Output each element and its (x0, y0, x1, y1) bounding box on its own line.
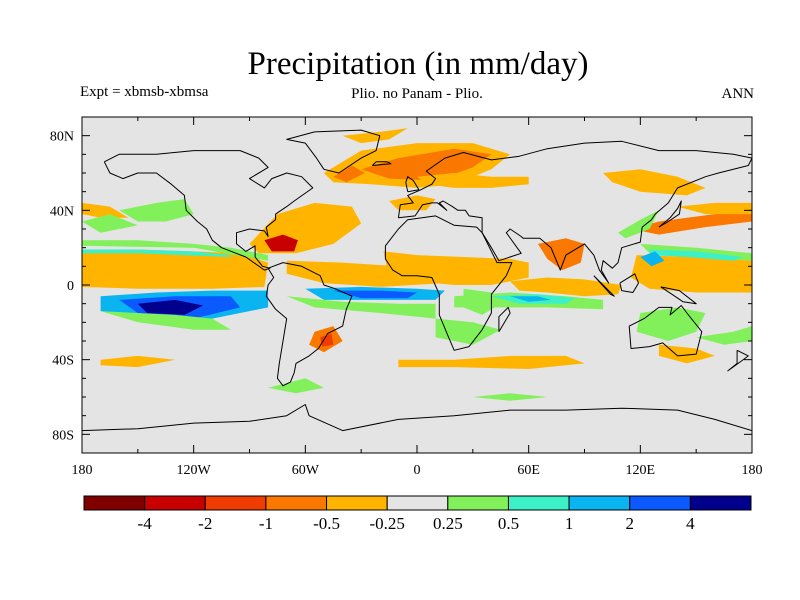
field-atlantic-wet-south-blue (333, 290, 417, 299)
colorbar-label: 2 (625, 514, 634, 533)
colorbar-label: -0.25 (369, 514, 404, 533)
field-caribbean-drying (264, 234, 298, 252)
coastline-north-america (103, 150, 314, 271)
colorbar-swatch (144, 495, 206, 511)
colorbar-swatch (507, 495, 570, 511)
field-indian-ocean-blue (510, 296, 551, 302)
field-east-asia-green (618, 210, 659, 239)
field-south-pacific-green-east (696, 326, 752, 345)
field-phil-sea-blue (640, 251, 665, 267)
field-pacific-cyan-band (82, 249, 231, 257)
field-indian-ocean-orange (510, 277, 622, 297)
field-north-pacific-orange-east (82, 202, 129, 218)
field-arctic-orange (342, 128, 408, 144)
coastline-antarctica (82, 404, 752, 432)
lat-tick-label: 40S (52, 354, 74, 369)
experiment-label: Expt = xbmsb-xbmsa (80, 84, 209, 100)
coastline-sumatra (593, 275, 615, 297)
lat-tick-label: 80N (50, 130, 74, 145)
coastline-africa (384, 215, 513, 351)
field-australia-green (636, 307, 706, 341)
field-south-america-orange-core (320, 333, 334, 347)
colorbar-label: 1 (565, 514, 574, 533)
colorbar-swatch (204, 495, 267, 511)
field-north-pacific-orange (677, 202, 752, 215)
colorbar-label: -4 (138, 514, 153, 533)
coastline-greenland (286, 129, 381, 174)
coastline-south-america (265, 262, 353, 387)
colorbar-label: -1 (259, 514, 273, 533)
field-southern-ocean-green (472, 393, 548, 401)
field-pacific-itcz-edge (82, 249, 269, 289)
coastline-eurasia (397, 140, 752, 284)
field-southern-ocean-orange (398, 355, 585, 369)
colorbar-swatch (689, 495, 752, 511)
coastline-new-zealand (727, 349, 749, 372)
field-east-asia-orange (631, 210, 752, 235)
precip-field-layer (82, 128, 752, 401)
colorbar: -4 -2 -1 -0.5 -0.25 0.25 0.5 1 2 4 (83, 495, 752, 533)
lon-tick-label: 120E (626, 463, 656, 478)
colorbar-swatch (83, 495, 146, 511)
coastline-japan (658, 200, 682, 228)
field-norway-sea-orange (361, 148, 492, 181)
field-west-pacific-cyan (649, 249, 743, 261)
lat-tick-label: 40N (50, 204, 74, 219)
field-pacific-green-band (82, 240, 269, 261)
coastline-borneo (619, 273, 639, 293)
colorbar-label: 0.25 (433, 514, 463, 533)
coastline-uk (405, 176, 420, 193)
colorbar-label: -2 (198, 514, 212, 533)
lon-tick-label: 0 (414, 463, 421, 478)
field-southern-ocean-orange-2 (100, 355, 176, 368)
field-eurasia-orange (417, 173, 529, 188)
lon-tick-label: 60E (517, 463, 540, 478)
coastline-australia (628, 305, 703, 357)
plot-subtitle: Plio. no Panam - Plio. (351, 86, 483, 102)
lat-tick-label: 0 (67, 279, 74, 294)
lon-tick-label: 60W (292, 463, 320, 478)
lon-tick-label: 120W (177, 463, 212, 478)
plot-title: Precipitation (in mm/day) (247, 46, 589, 82)
colorbar-label: -0.5 (313, 514, 340, 533)
colorbar-swatch (447, 495, 509, 511)
lon-tick-label: 180 (742, 463, 763, 478)
field-siberia-orange (603, 169, 706, 196)
lon-tick-label: 180 (72, 463, 93, 478)
colorbar-swatch (629, 495, 691, 511)
coastline-layer (82, 129, 752, 432)
coastline-madagascar (498, 306, 511, 332)
field-west-pacific-outer (631, 255, 752, 293)
field-tasman-orange (658, 344, 715, 364)
field-madagascar-green (435, 318, 501, 345)
field-africa-drying-outer (383, 251, 529, 285)
season-label: ANN (721, 86, 755, 102)
coastline-new-guinea (660, 286, 697, 305)
colorbar-swatch (568, 495, 631, 511)
field-atlantic-wet-green (286, 296, 436, 319)
field-southern-ocean-green-2 (268, 378, 324, 394)
colorbar-label: 0.5 (498, 514, 519, 533)
axis-layer: 80N 40N 0 40S 80S 180 120W 60W 0 60E 120E 180 (50, 117, 763, 478)
field-south-pacific-green (100, 311, 231, 330)
field-greenland-orange (333, 165, 365, 183)
colorbar-swatch (265, 495, 328, 511)
field-pacific-wet-south-core (137, 299, 203, 315)
colorbar-label: 4 (686, 514, 695, 533)
colorbar-swatch (326, 495, 388, 511)
colorbar-swatch (386, 495, 449, 511)
field-north-pacific-green (119, 199, 194, 222)
lat-tick-label: 80S (52, 428, 74, 443)
field-north-pacific-green-2 (82, 214, 138, 233)
coastline-iceland (371, 161, 392, 166)
